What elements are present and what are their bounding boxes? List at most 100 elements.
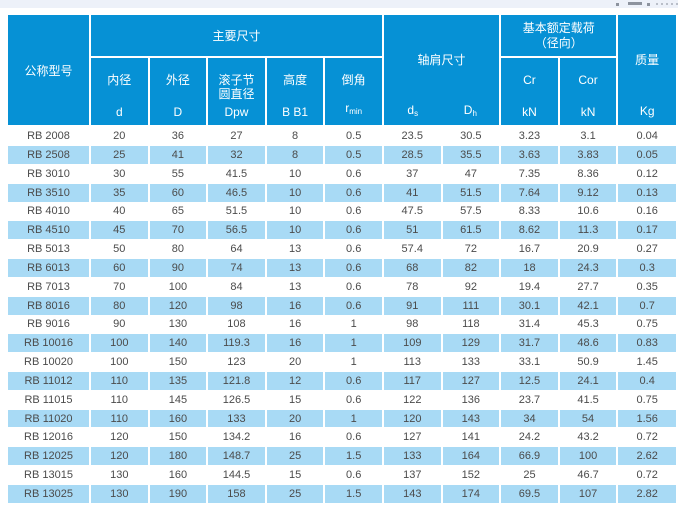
model-cell: RB 6013 bbox=[8, 258, 91, 278]
value-cell: 110 bbox=[90, 371, 150, 391]
page-top-strip bbox=[0, 0, 678, 8]
value-cell: 0.12 bbox=[617, 164, 676, 184]
model-cell: RB 11015 bbox=[8, 390, 91, 410]
value-cell: 24.3 bbox=[558, 258, 619, 278]
value-cell: 0.6 bbox=[324, 258, 384, 278]
value-cell: 42.1 bbox=[558, 296, 619, 316]
table-row: RB 7013 70 100 84 13 0.6 78 92 19.4 27.7 0.35 bbox=[8, 277, 676, 297]
value-cell: 122 bbox=[382, 390, 443, 410]
header-load-rating: 基本额定载荷 （径向） bbox=[500, 15, 619, 58]
value-cell: 0.04 bbox=[617, 126, 676, 147]
value-cell: 47 bbox=[441, 164, 502, 184]
value-cell: 10 bbox=[265, 220, 326, 241]
value-cell: 28.5 bbox=[382, 145, 443, 165]
value-cell: 24.2 bbox=[500, 427, 560, 448]
value-cell: 117 bbox=[382, 371, 443, 391]
value-cell: 66.9 bbox=[500, 446, 560, 467]
table-row: RB 10016 100 140 119.3 16 1 109 129 31.7 48.6 0.83 bbox=[8, 333, 676, 354]
model-cell: RB 13015 bbox=[8, 465, 91, 485]
value-cell: 107 bbox=[558, 484, 619, 505]
value-cell: 150 bbox=[148, 352, 209, 372]
value-cell: 50.9 bbox=[558, 352, 619, 372]
value-cell: 0.6 bbox=[324, 164, 384, 184]
model-cell: RB 11020 bbox=[8, 409, 91, 429]
value-cell: 61.5 bbox=[441, 220, 502, 241]
shoulder-symbol-ds: ds bbox=[407, 103, 419, 118]
value-cell: 0.6 bbox=[324, 202, 384, 222]
table-row: RB 4510 45 70 56.5 10 0.6 51 61.5 8.62 11.3 0.17 bbox=[8, 220, 676, 241]
value-cell: 8.33 bbox=[500, 202, 560, 222]
model-cell: RB 4010 bbox=[8, 202, 91, 222]
value-cell: 134.2 bbox=[207, 427, 267, 448]
value-cell: 113 bbox=[382, 352, 443, 372]
model-cell: RB 3510 bbox=[8, 183, 91, 203]
value-cell: 41 bbox=[148, 145, 209, 165]
value-cell: 1 bbox=[324, 333, 384, 354]
value-cell: 27 bbox=[207, 126, 267, 147]
value-cell: 34 bbox=[500, 409, 560, 429]
value-cell: 45 bbox=[90, 220, 150, 241]
table-row: RB 6013 60 90 74 13 0.6 68 82 18 24.3 0.3 bbox=[8, 258, 676, 278]
value-cell: 16 bbox=[265, 333, 326, 354]
model-cell: RB 9016 bbox=[8, 315, 91, 335]
value-cell: 70 bbox=[90, 277, 150, 297]
table-row: RB 10020 100 150 123 20 1 113 133 33.1 50.9 1.45 bbox=[8, 352, 676, 372]
value-cell: 1.45 bbox=[617, 352, 676, 372]
value-cell: 119.3 bbox=[207, 333, 267, 354]
bearing-spec-table: 公称型号 主要尺寸 轴肩尺寸 ds Dh 基本额定载荷 （ bbox=[8, 15, 676, 505]
value-cell: 1.5 bbox=[324, 484, 384, 505]
value-cell: 24.1 bbox=[558, 371, 619, 391]
value-cell: 0.27 bbox=[617, 239, 676, 260]
header-inner-diameter: 内径 d bbox=[90, 57, 150, 127]
table-row: RB 11020 110 160 133 20 1 120 143 34 54 1.56 bbox=[8, 409, 676, 429]
value-cell: 120 bbox=[90, 427, 150, 448]
value-cell: 152 bbox=[441, 465, 502, 485]
value-cell: 110 bbox=[90, 390, 150, 410]
bearing-spec-table-wrap: 公称型号 主要尺寸 轴肩尺寸 ds Dh 基本额定载荷 （ bbox=[8, 15, 676, 505]
header-cor: Cor kN bbox=[558, 57, 619, 127]
model-cell: RB 3010 bbox=[8, 164, 91, 184]
value-cell: 143 bbox=[382, 484, 443, 505]
value-cell: 126.5 bbox=[207, 390, 267, 410]
value-cell: 145 bbox=[148, 390, 209, 410]
model-cell: RB 7013 bbox=[8, 277, 91, 297]
value-cell: 0.6 bbox=[324, 371, 384, 391]
value-cell: 55 bbox=[148, 164, 209, 184]
header-roller-pitch-diameter: 滚子节 圆直径 Dpw bbox=[207, 57, 267, 127]
value-cell: 13 bbox=[265, 277, 326, 297]
value-cell: 80 bbox=[148, 239, 209, 260]
value-cell: 7.64 bbox=[500, 183, 560, 203]
shoulder-title: 轴肩尺寸 bbox=[417, 53, 466, 67]
table-row: RB 12025 120 180 148.7 25 1.5 133 164 66.9 100 2.6… bbox=[8, 446, 676, 467]
value-cell: 160 bbox=[148, 409, 209, 429]
value-cell: 1.56 bbox=[617, 409, 676, 429]
model-cell: RB 10020 bbox=[8, 352, 91, 372]
value-cell: 40 bbox=[90, 202, 150, 222]
value-cell: 37 bbox=[382, 164, 443, 184]
value-cell: 10 bbox=[265, 202, 326, 222]
value-cell: 0.6 bbox=[324, 239, 384, 260]
value-cell: 41.5 bbox=[558, 390, 619, 410]
value-cell: 137 bbox=[382, 465, 443, 485]
value-cell: 50 bbox=[90, 239, 150, 260]
value-cell: 80 bbox=[90, 296, 150, 316]
value-cell: 47.5 bbox=[382, 202, 443, 222]
value-cell: 2.82 bbox=[617, 484, 676, 505]
model-cell: RB 5013 bbox=[8, 239, 91, 260]
value-cell: 140 bbox=[148, 333, 209, 354]
value-cell: 120 bbox=[382, 409, 443, 429]
value-cell: 16 bbox=[265, 315, 326, 335]
table-row: RB 12016 120 150 134.2 16 0.6 127 141 24.2 43.2 0.… bbox=[8, 427, 676, 448]
table-row: RB 4010 40 65 51.5 10 0.6 47.5 57.5 8.33 10.6 0.16 bbox=[8, 202, 676, 222]
cropped-text-fragment bbox=[610, 0, 678, 7]
value-cell: 90 bbox=[90, 315, 150, 335]
header-chamfer: 倒角 rmin bbox=[324, 57, 384, 127]
value-cell: 158 bbox=[207, 484, 267, 505]
value-cell: 2.62 bbox=[617, 446, 676, 467]
value-cell: 127 bbox=[382, 427, 443, 448]
table-row: RB 11015 110 145 126.5 15 0.6 122 136 23.7 41.5 0.… bbox=[8, 390, 676, 410]
value-cell: 10 bbox=[265, 164, 326, 184]
value-cell: 164 bbox=[441, 446, 502, 467]
table-row: RB 13015 130 160 144.5 15 0.6 137 152 25 46.7 0.72 bbox=[8, 465, 676, 485]
value-cell: 31.4 bbox=[500, 315, 560, 335]
